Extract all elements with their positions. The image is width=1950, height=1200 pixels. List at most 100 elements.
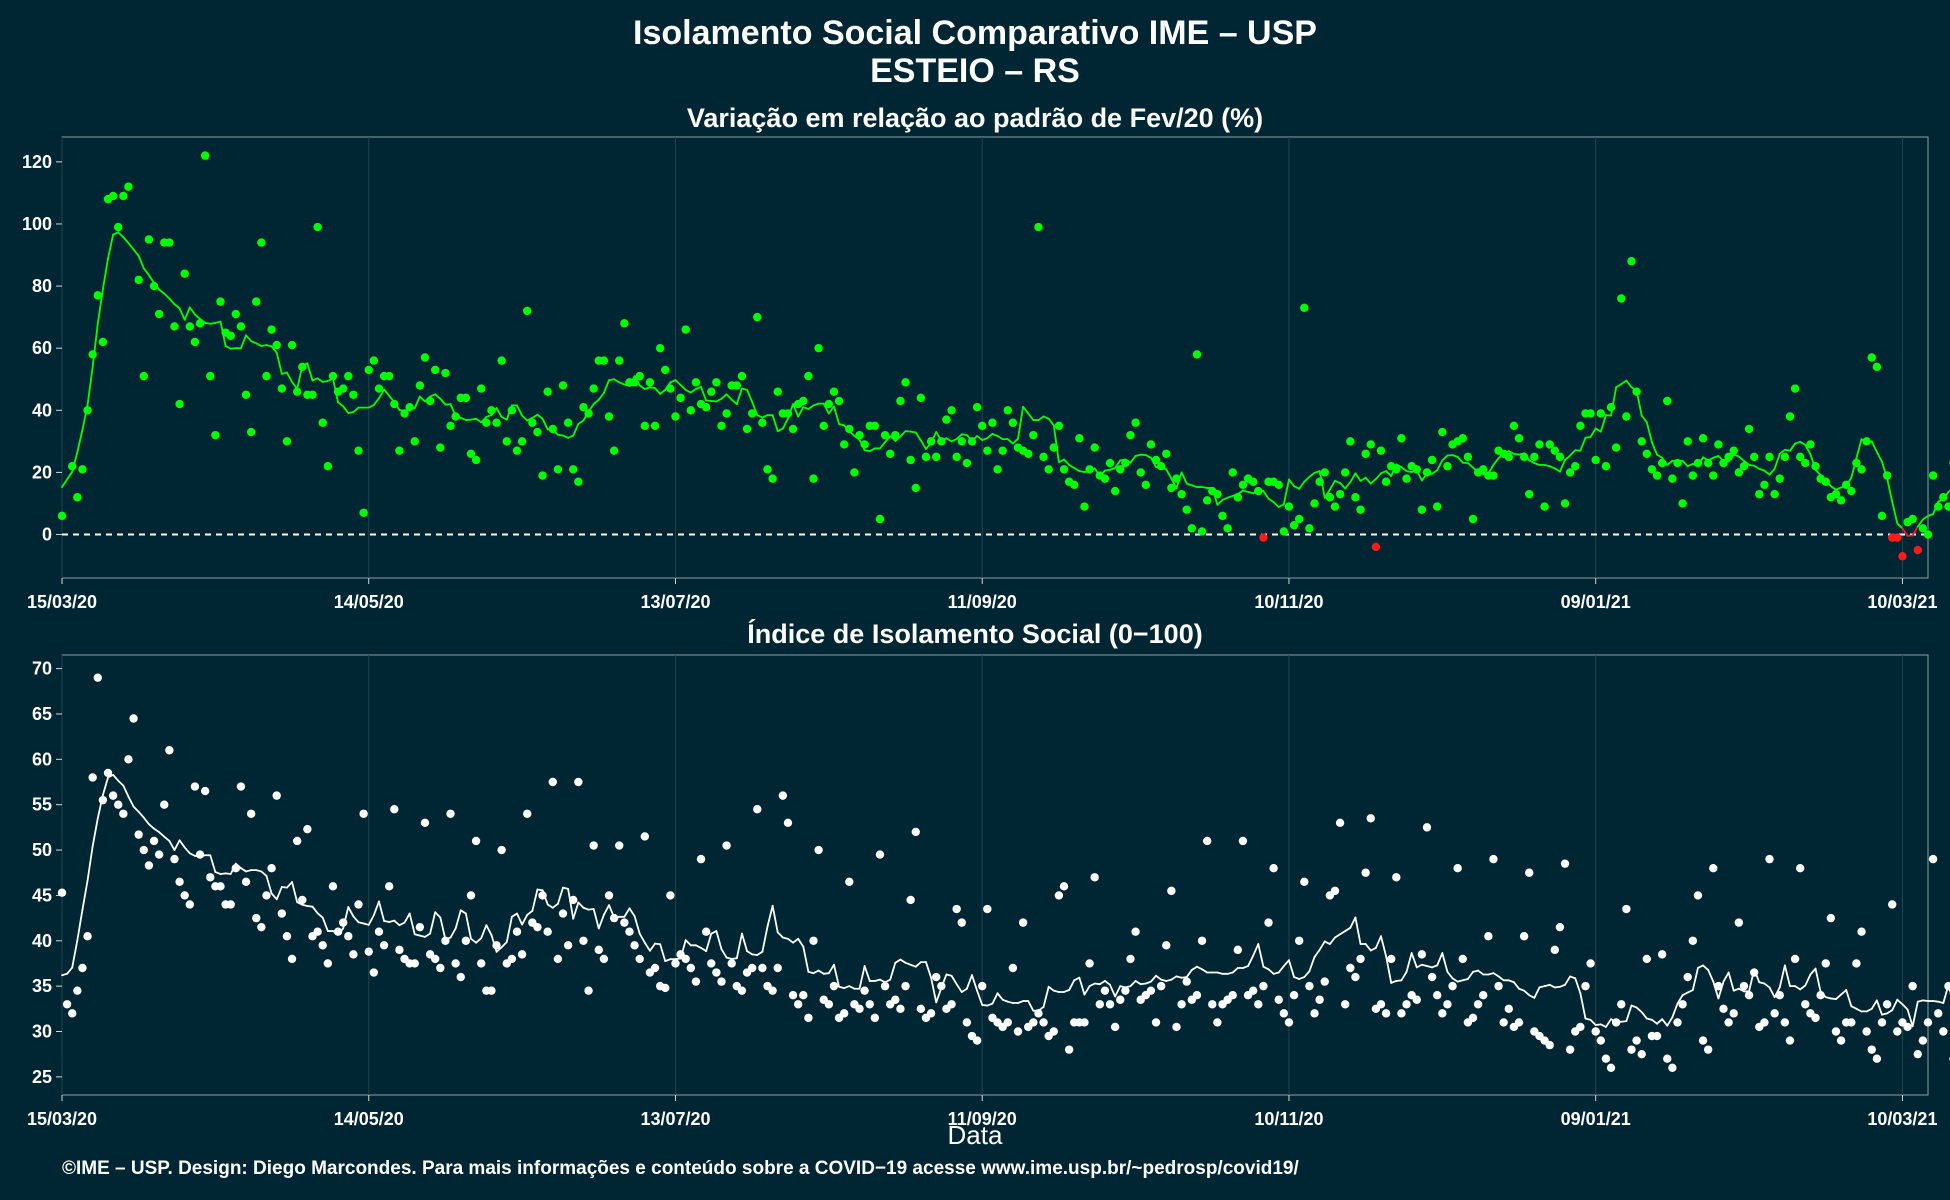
trend-segment xyxy=(393,919,401,927)
data-point xyxy=(410,959,419,968)
data-point xyxy=(916,393,926,403)
trend-segment xyxy=(638,932,646,944)
trend-segment xyxy=(158,288,166,295)
data-point xyxy=(1473,1000,1483,1009)
data-point xyxy=(947,406,956,415)
trend-segment xyxy=(1722,971,1730,983)
data-point xyxy=(344,932,353,941)
data-point xyxy=(144,861,154,870)
data-point xyxy=(1141,480,1151,490)
data-point xyxy=(93,673,102,682)
data-point xyxy=(1274,995,1283,1004)
trend-segment xyxy=(500,941,508,949)
data-point xyxy=(538,471,547,480)
trend-segment xyxy=(1349,916,1357,929)
trend-segment xyxy=(1574,977,1582,995)
data-point xyxy=(1453,863,1462,873)
data-point xyxy=(425,396,435,406)
data-point xyxy=(845,424,854,434)
data-point xyxy=(1090,443,1099,452)
data-point xyxy=(1934,1009,1943,1018)
trend-segment xyxy=(1267,968,1275,975)
data-point xyxy=(1565,468,1575,477)
data-point xyxy=(630,941,639,950)
trend-segment xyxy=(311,377,319,382)
data-point xyxy=(1085,465,1094,474)
y-tick-label: 80 xyxy=(32,276,52,296)
data-point xyxy=(1376,1000,1386,1009)
data-point xyxy=(630,378,639,387)
chart-location: ESTEIO – RS xyxy=(870,52,1080,90)
data-point xyxy=(446,421,455,431)
trend-segment xyxy=(1262,490,1270,500)
data-point xyxy=(1366,814,1375,823)
data-point xyxy=(962,1018,972,1027)
trend-segment xyxy=(1707,969,1715,983)
data-point xyxy=(1642,954,1652,964)
trend-segment xyxy=(1339,930,1347,936)
data-point xyxy=(487,406,496,415)
data-point xyxy=(860,440,869,449)
trend-segment xyxy=(250,340,258,345)
data-point xyxy=(548,777,557,787)
data-point xyxy=(1770,1009,1779,1018)
data-point xyxy=(1555,452,1565,462)
trend-segment xyxy=(439,397,447,406)
data-point xyxy=(543,387,552,396)
trend-segment xyxy=(485,924,493,936)
data-point xyxy=(1888,900,1897,909)
trend-segment xyxy=(1374,935,1382,949)
trend-segment xyxy=(909,963,917,968)
data-point xyxy=(1392,873,1401,882)
data-point xyxy=(1795,452,1805,462)
trend-segment xyxy=(1431,964,1439,969)
data-point xyxy=(1525,868,1534,877)
trend-segment xyxy=(127,795,135,808)
data-point xyxy=(502,437,511,446)
trend-segment xyxy=(669,379,677,384)
data-point xyxy=(226,331,235,340)
data-point xyxy=(78,963,87,973)
trend-segment xyxy=(1282,478,1290,506)
trend-segment xyxy=(1114,459,1122,469)
data-point xyxy=(461,393,471,403)
data-point xyxy=(323,461,333,471)
trend-segment xyxy=(546,903,554,909)
data-point xyxy=(599,356,609,365)
trend-segment xyxy=(797,937,805,948)
trend-segment xyxy=(1400,466,1408,472)
data-point xyxy=(783,409,793,418)
trend-segment xyxy=(1385,955,1393,984)
trend-segment xyxy=(735,387,743,405)
data-point xyxy=(1606,402,1616,412)
trend-segment xyxy=(1063,989,1071,993)
y-tick-label: 50 xyxy=(32,840,52,860)
trend-segment xyxy=(684,939,692,947)
y-tick-label: 30 xyxy=(32,1021,52,1041)
trend-segment xyxy=(582,906,590,911)
data-point xyxy=(1852,959,1861,968)
data-point xyxy=(620,319,629,328)
data-point xyxy=(814,845,823,855)
trend-segment xyxy=(500,416,508,421)
trend-segment xyxy=(776,427,784,433)
data-point xyxy=(436,443,445,452)
data-point xyxy=(1617,1000,1626,1009)
data-point xyxy=(1330,502,1340,511)
data-point xyxy=(1315,995,1324,1004)
data-point xyxy=(1479,465,1488,474)
trend-segment xyxy=(1364,943,1372,952)
data-point xyxy=(1003,406,1012,415)
trend-segment xyxy=(1691,967,1699,991)
trend-segment xyxy=(899,958,907,964)
trend-segment xyxy=(1385,470,1393,477)
data-point xyxy=(1397,434,1406,443)
trend-segment xyxy=(163,835,171,842)
trend-segment xyxy=(510,912,518,918)
data-point xyxy=(1867,353,1876,362)
y-tick-label: 60 xyxy=(32,749,52,769)
trend-segment xyxy=(1303,970,1311,978)
data-point xyxy=(804,371,813,381)
data-point xyxy=(1611,443,1621,452)
data-point xyxy=(246,427,256,437)
